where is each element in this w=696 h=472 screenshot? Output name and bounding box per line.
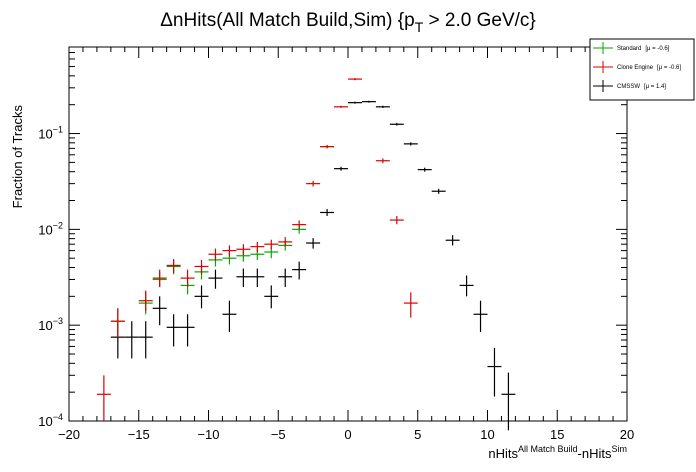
data-point-clone-engine [278, 237, 293, 247]
data-point-cmssw [138, 321, 153, 359]
data-point-cmssw [166, 314, 181, 347]
data-point-cmssw [320, 209, 335, 216]
y-tick-label: 10−2 [38, 220, 63, 237]
x-tick-label: −5 [271, 427, 286, 442]
x-tick-label: −20 [58, 427, 80, 442]
legend-entry-clone-engine: Clone Engine [μ = -0.6] [617, 65, 681, 71]
x-tick-label: 5 [414, 427, 421, 442]
data-point-clone-engine [96, 375, 111, 421]
data-point-clone-engine [292, 220, 307, 229]
data-point-cmssw [152, 296, 167, 326]
data-point-cmssw [124, 321, 139, 359]
data-point-cmssw [208, 269, 223, 289]
data-point-cmssw [417, 167, 432, 172]
y-tick-labels: 10−4 10−3 10−2 10−1 [38, 125, 63, 429]
legend-entry-cmssw: CMSSW [μ = 1.4] [617, 84, 666, 90]
x-tick-label: 15 [550, 427, 564, 442]
chart-title-tail: > 2.0 GeV/c} [423, 10, 536, 31]
legend: Standard [μ = -0.6] Clone Engine [μ = -0.6… [589, 38, 695, 101]
x-axis-title-sup2: Sim [612, 444, 628, 454]
x-tick-label: −15 [128, 427, 150, 442]
data-point-cmssw [501, 372, 516, 431]
data-point-clone-engine [264, 239, 279, 250]
x-tick-label: 10 [480, 427, 494, 442]
y-tick-label: 10−3 [38, 316, 63, 333]
axis-ticks [68, 46, 628, 422]
x-axis-title: nHitsAll Match Build-nHitsSim [488, 444, 627, 461]
data-point-clone-engine [375, 158, 390, 164]
data-point-cmssw [334, 166, 348, 171]
data-point-clone-engine [403, 292, 418, 318]
x-axis-title-main: nHits [488, 446, 518, 461]
data-point-clone-engine [166, 259, 181, 274]
data-point-cmssw [403, 142, 418, 146]
y-tick-label: 10−1 [38, 125, 63, 142]
data-point-clone-engine [138, 290, 153, 312]
legend-box [589, 38, 695, 101]
data-point-clone-engine [389, 215, 404, 225]
data-point-cmssw [194, 285, 209, 309]
x-tick-label: 20 [620, 427, 634, 442]
data-point-cmssw [222, 300, 237, 332]
data-point-clone-engine [222, 245, 237, 257]
data-point-clone-engine [348, 77, 362, 81]
data-point-cmssw [487, 347, 502, 397]
chart-title-subscript: T [415, 19, 424, 35]
y-tick-label: 10−4 [38, 412, 63, 429]
x-axis-title-sup1: All Match Build [518, 444, 578, 454]
data-point-cmssw [180, 314, 195, 347]
data-point-clone-engine [334, 105, 348, 108]
data-point-cmssw [389, 122, 404, 126]
data-point-cmssw [473, 300, 488, 332]
data-point-cmssw [264, 285, 279, 309]
x-axis-title-mid: -nHits [578, 446, 612, 461]
data-point-cmssw [375, 105, 390, 108]
data-points [96, 77, 516, 431]
chart-title: ΔnHits(All Match Build,Sim) {pT > 2.0 Ge… [160, 10, 536, 35]
data-point-clone-engine [236, 244, 251, 255]
data-point-clone-engine [110, 308, 125, 338]
data-point-cmssw [236, 268, 251, 288]
data-point-cmssw [445, 235, 460, 246]
x-tick-label: −10 [197, 427, 219, 442]
data-point-clone-engine [320, 144, 335, 149]
x-tick-labels: −20 −15 −10 −5 0 5 10 15 20 [58, 427, 634, 442]
x-tick-label: 0 [344, 427, 351, 442]
data-point-clone-engine [180, 269, 195, 288]
data-point-cmssw [459, 275, 474, 297]
data-point-cmssw [348, 101, 362, 104]
chart-title-main: ΔnHits(All Match Build,Sim) {p [160, 10, 415, 31]
data-point-cmssw [306, 238, 321, 249]
data-point-cmssw [250, 268, 265, 288]
data-point-clone-engine [306, 180, 321, 187]
data-point-cmssw [361, 100, 376, 103]
legend-entry-standard: Standard [μ = -0.6] [617, 46, 670, 52]
data-point-clone-engine [250, 241, 265, 253]
data-point-clone-engine [208, 248, 223, 261]
data-point-clone-engine [152, 269, 167, 288]
data-point-clone-engine [194, 259, 209, 275]
y-axis-title: Fraction of Tracks [10, 105, 25, 209]
data-point-cmssw [292, 261, 307, 280]
data-point-cmssw [431, 188, 446, 194]
data-point-cmssw [278, 268, 293, 288]
